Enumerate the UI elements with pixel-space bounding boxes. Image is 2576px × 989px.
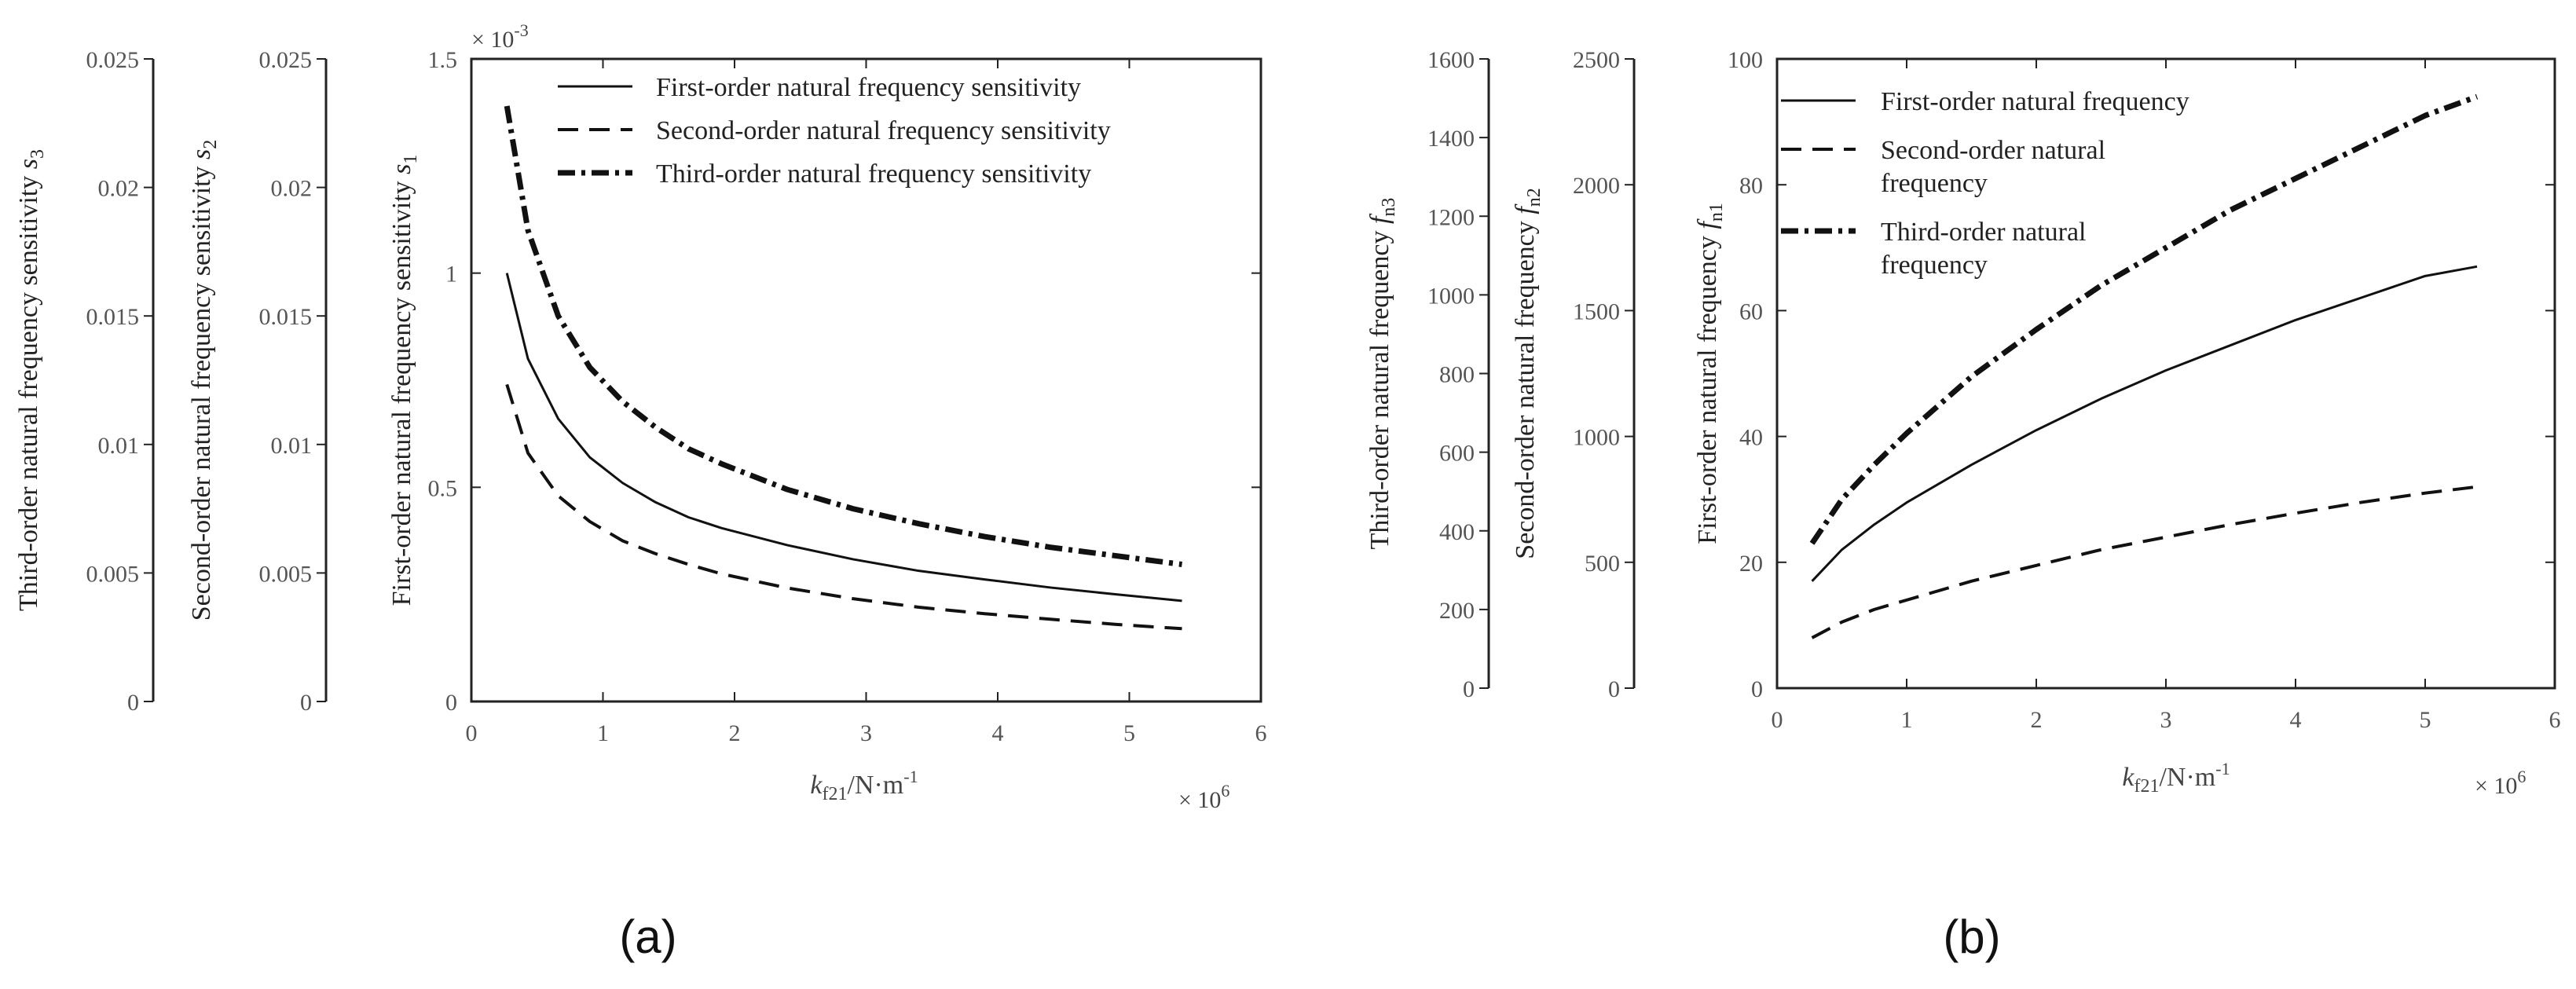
plot-frame — [470, 57, 1262, 703]
legend-label: First-order natural frequency sensitivit… — [656, 73, 1081, 102]
x-tick-label: 5 — [1123, 720, 1135, 746]
x-multiplier: × 106 — [1178, 781, 1229, 813]
x-axis-label: kf21/N·m-1 — [810, 767, 918, 804]
extra-y-tick-label: 2500 — [1573, 47, 1620, 73]
x-tick-label: 2 — [729, 720, 741, 746]
x-tick-label: 4 — [992, 720, 1004, 746]
panel-label: (b) — [1943, 910, 2000, 963]
y-tick-label: 1 — [445, 262, 457, 288]
x-tick-label: 3 — [2160, 707, 2172, 733]
y-tick-label: 1.5 — [428, 47, 458, 73]
panel-label: (a) — [619, 910, 676, 963]
extra-y-tick-label: 0.015 — [86, 304, 140, 330]
chart-panel-1: 0 1 2 3 4 5 6 0 0.5 1 1.5 First-order natural frequ… — [14, 20, 1267, 963]
extra-y-tick-label: 600 — [1439, 441, 1475, 467]
extra-y-tick-label: 0.015 — [259, 304, 313, 330]
extra-y-tick-label: 0.025 — [259, 47, 313, 73]
extra-y-tick-label: 0 — [1463, 676, 1475, 702]
y-tick-label: 60 — [1739, 299, 1763, 324]
legend-label: frequency — [1881, 169, 1988, 198]
x-tick-label: 1 — [1901, 707, 1913, 733]
legend-label: First-order natural frequency — [1881, 87, 2189, 116]
extra-y-tick-label: 200 — [1439, 598, 1475, 624]
x-tick-label: 6 — [1255, 720, 1267, 746]
y-tick-label: 40 — [1739, 425, 1763, 451]
extra-y-tick-label: 0.02 — [98, 176, 140, 202]
extra-y-tick-label: 1200 — [1427, 204, 1475, 230]
extra-y-axis-label: Second-order natural frequency fn2 — [1511, 188, 1545, 559]
x-tick-label: 1 — [597, 720, 609, 746]
y-multiplier: × 10-3 — [471, 20, 529, 53]
x-tick-label: 2 — [2031, 707, 2043, 733]
x-tick-label: 4 — [2290, 707, 2302, 733]
x-tick-label: 6 — [2549, 707, 2561, 733]
extra-y-tick-label: 0.005 — [86, 561, 140, 587]
x-tick-label: 5 — [2420, 707, 2431, 733]
extra-y-tick-label: 1000 — [1427, 283, 1475, 309]
extra-y-tick-label: 0.02 — [271, 176, 313, 202]
series-line-2 — [1811, 485, 2478, 639]
extra-y-axis-label: Third-order natural frequency fn3 — [1365, 198, 1399, 550]
extra-y-axis-label: Second-order natural frequency sensitivi… — [187, 140, 221, 621]
y-tick-label: 20 — [1739, 551, 1763, 577]
legend-label: Third-order natural — [1881, 218, 2087, 247]
extra-y-tick-label: 1400 — [1427, 126, 1475, 152]
legend: First-order natural frequency sensitivit… — [558, 73, 1111, 189]
x-multiplier: × 106 — [2475, 767, 2526, 799]
extra-y-tick-label: 1600 — [1427, 47, 1475, 73]
extra-y-tick-label: 1500 — [1573, 299, 1620, 324]
legend-label: Third-order natural frequency sensitivit… — [656, 159, 1091, 189]
x-tick-label: 0 — [1772, 707, 1783, 733]
y-tick-label: 80 — [1739, 173, 1763, 199]
y-tick-label: 0 — [445, 690, 457, 716]
legend: First-order natural frequency Second-orde… — [1781, 87, 2189, 280]
extra-y-tick-label: 0.005 — [259, 561, 313, 587]
y-axis-label: First-order natural frequency fn1 — [1693, 203, 1727, 544]
y-axis-label: First-order natural frequency sensitivit… — [387, 155, 421, 606]
legend-label: Second-order natural — [1881, 136, 2105, 165]
extra-y-tick-label: 1000 — [1573, 425, 1620, 451]
y-tick-label: 0.5 — [428, 475, 458, 501]
legend-label: Second-order natural frequency sensitivi… — [656, 116, 1111, 145]
extra-y-tick-label: 500 — [1585, 551, 1620, 577]
y-tick-label: 100 — [1728, 47, 1763, 73]
extra-y-tick-label: 800 — [1439, 362, 1475, 388]
extra-y-tick-label: 0.01 — [98, 433, 140, 459]
series-line-1 — [1811, 265, 2478, 582]
extra-y-tick-label: 400 — [1439, 519, 1475, 545]
x-tick-label: 0 — [466, 720, 478, 746]
legend-label: frequency — [1881, 251, 1988, 280]
extra-y-axis-label: Third-order natural frequency sensitivit… — [14, 149, 48, 611]
extra-y-tick-label: 0.025 — [86, 47, 140, 73]
series-line-2 — [505, 383, 1182, 631]
extra-y-tick-label: 0 — [1608, 676, 1620, 702]
y-tick-label: 0 — [1751, 676, 1763, 702]
x-tick-label: 3 — [860, 720, 872, 746]
extra-y-tick-label: 0 — [300, 690, 312, 716]
extra-y-tick-label: 2000 — [1573, 173, 1620, 199]
extra-y-tick-label: 0 — [127, 690, 139, 716]
extra-y-tick-label: 0.01 — [271, 433, 313, 459]
x-axis-label: kf21/N·m-1 — [2122, 759, 2230, 797]
